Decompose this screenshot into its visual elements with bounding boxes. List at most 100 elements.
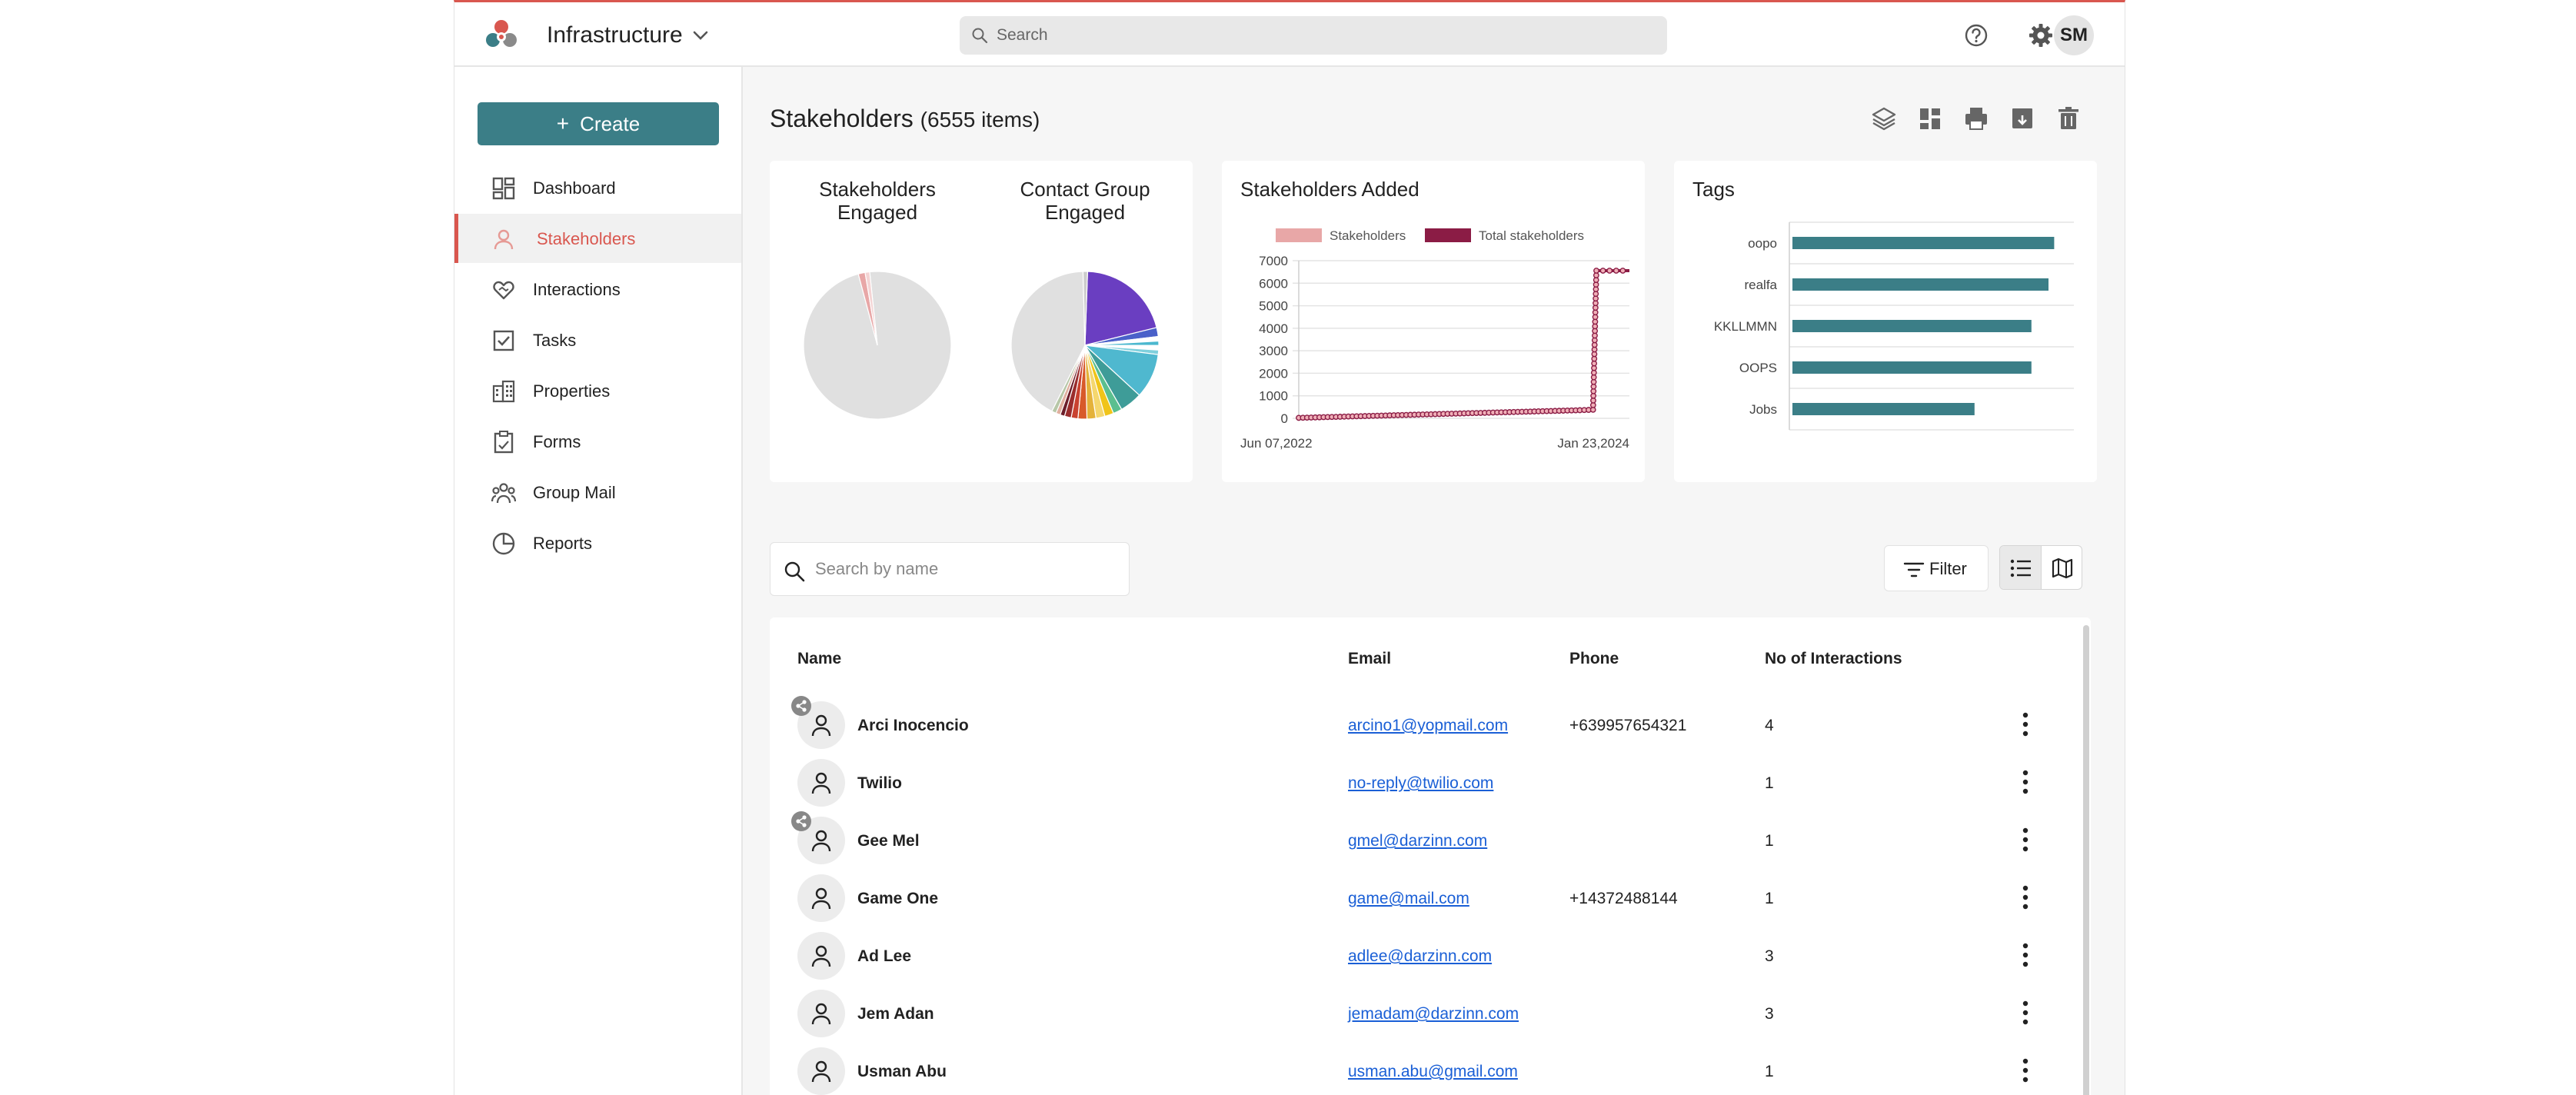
stakeholder-name[interactable]: Gee Mel [857, 832, 920, 850]
interaction-count: 1 [1765, 832, 1774, 850]
column-header-phone[interactable]: Phone [1569, 650, 1619, 667]
stakeholders-added-chart[interactable]: Stakeholders Total stakeholders 0 1000 2000 3… [1222, 222, 1645, 476]
sidebar: + Create Dashboard Stakeholders Interacti… [454, 67, 743, 1095]
stakeholder-email[interactable]: arcino1@yopmail.com [1348, 717, 1509, 734]
trash-icon[interactable] [2055, 105, 2082, 131]
sidebar-item-group-mail[interactable]: Group Mail [454, 468, 741, 517]
more-vert-icon[interactable] [2020, 827, 2031, 853]
more-vert-icon[interactable] [2020, 884, 2031, 910]
table-row[interactable]: Usman Abu usman.abu@gmail.com 1 [770, 1042, 2077, 1095]
column-header-email[interactable]: Email [1348, 650, 1392, 667]
stakeholder-name[interactable]: Jem Adan [857, 1005, 934, 1023]
more-vert-icon[interactable] [2020, 1057, 2031, 1083]
stakeholder-avatar[interactable] [797, 990, 845, 1037]
bar[interactable] [1792, 320, 2032, 332]
tags-chart[interactable]: oopo realfa KKLLMMN OOPS Jobs [1674, 207, 2097, 468]
table-row[interactable]: Twilio no-reply@twilio.com 1 [770, 754, 2077, 811]
grid-view-icon[interactable] [1917, 105, 1943, 131]
series-point[interactable] [1606, 268, 1613, 274]
stakeholder-email[interactable]: usman.abu@gmail.com [1348, 1063, 1518, 1080]
sidebar-item-label: Interactions [533, 280, 621, 299]
bar[interactable] [1792, 237, 2055, 249]
bar[interactable] [1792, 361, 2032, 374]
global-search-input[interactable] [997, 16, 1658, 55]
sidebar-item-interactions[interactable]: Interactions [454, 265, 741, 314]
archive-download-icon[interactable] [2009, 105, 2035, 131]
category-label: oopo [1748, 236, 1777, 251]
stakeholder-email[interactable]: adlee@darzinn.com [1348, 947, 1493, 965]
app-logo[interactable] [481, 15, 522, 56]
global-search[interactable] [960, 16, 1667, 55]
series-point[interactable] [1619, 268, 1626, 274]
sidebar-item-forms[interactable]: Forms [454, 417, 741, 466]
legend-swatch[interactable] [1425, 228, 1471, 242]
column-header-interactions[interactable]: No of Interactions [1765, 650, 1902, 667]
pie-slice[interactable] [864, 271, 878, 346]
sidebar-item-label: Dashboard [533, 178, 616, 198]
search-icon [972, 28, 988, 44]
contact-group-engaged-pie[interactable] [1008, 268, 1162, 422]
stakeholder-avatar[interactable] [797, 1047, 845, 1095]
table-row[interactable]: Jem Adan jemadam@darzinn.com 3 [770, 984, 2077, 1042]
more-vert-icon[interactable] [2020, 711, 2031, 737]
stakeholder-name[interactable]: Twilio [857, 774, 902, 792]
person-icon [811, 830, 831, 852]
name-search[interactable] [770, 542, 1130, 596]
pie-slice[interactable] [1082, 271, 1088, 346]
print-icon[interactable] [1963, 105, 1989, 131]
table-row[interactable]: Arci Inocencio arcino1@yopmail.com +639957… [770, 696, 2077, 754]
stakeholder-email[interactable]: no-reply@twilio.com [1348, 774, 1494, 792]
stakeholder-name[interactable]: Usman Abu [857, 1063, 947, 1080]
app-title[interactable]: Infrastructure [547, 22, 683, 48]
sidebar-item-reports[interactable]: Reports [454, 518, 741, 567]
y-tick-label: 4000 [1259, 321, 1288, 336]
sidebar-item-properties[interactable]: Properties [454, 366, 741, 415]
table-row[interactable]: Game One game@mail.com +14372488144 1 [770, 869, 2077, 927]
stakeholder-name[interactable]: Arci Inocencio [857, 717, 969, 734]
series-point[interactable] [1593, 268, 1599, 274]
list-view-button[interactable] [2000, 546, 2042, 589]
stakeholder-email[interactable]: game@mail.com [1348, 890, 1469, 907]
pie-slice[interactable] [1084, 271, 1157, 346]
stakeholder-avatar[interactable] [797, 874, 845, 922]
stakeholder-email[interactable]: gmel@darzinn.com [1348, 832, 1488, 850]
legend-swatch[interactable] [1276, 228, 1322, 242]
series-point[interactable] [1599, 268, 1606, 274]
stakeholder-name[interactable]: Ad Lee [857, 947, 912, 965]
stakeholder-avatar[interactable] [797, 932, 845, 980]
stakeholder-name[interactable]: Game One [857, 890, 939, 907]
more-vert-icon[interactable] [2020, 942, 2031, 968]
interaction-count: 1 [1765, 774, 1774, 792]
more-vert-icon[interactable] [2020, 769, 2031, 795]
column-header-name[interactable]: Name [797, 650, 842, 667]
create-button[interactable]: + Create [478, 102, 719, 145]
bar[interactable] [1792, 403, 1975, 415]
bar[interactable] [1792, 278, 2048, 291]
y-tick-label: 3000 [1259, 344, 1288, 358]
stakeholder-avatar[interactable] [797, 759, 845, 807]
name-search-input[interactable] [815, 543, 1123, 595]
help-icon[interactable] [1963, 22, 1989, 48]
map-view-button[interactable] [2042, 546, 2082, 589]
table-scrollbar[interactable] [2083, 625, 2089, 1095]
table-row[interactable]: Gee Mel gmel@darzinn.com 1 [770, 811, 2077, 869]
gear-icon[interactable] [2028, 22, 2054, 48]
filter-button[interactable]: Filter [1884, 545, 1989, 591]
series-point[interactable] [1612, 268, 1619, 274]
legend-label[interactable]: Stakeholders [1330, 228, 1406, 243]
legend-label[interactable]: Total stakeholders [1479, 228, 1584, 243]
sidebar-item-label: Forms [533, 432, 581, 451]
pie-slice[interactable] [1010, 271, 1086, 412]
more-vert-icon[interactable] [2020, 1000, 2031, 1026]
sidebar-item-label: Properties [533, 381, 611, 401]
chevron-down-icon[interactable] [689, 24, 712, 47]
sidebar-item-dashboard[interactable]: Dashboard [454, 163, 741, 212]
stakeholder-email[interactable]: jemadam@darzinn.com [1348, 1005, 1519, 1023]
stakeholders-engaged-pie[interactable] [800, 268, 954, 422]
user-avatar[interactable]: SM [2054, 15, 2094, 55]
sidebar-item-stakeholders[interactable]: Stakeholders [454, 214, 741, 263]
layers-icon[interactable] [1871, 105, 1897, 131]
share-icon [796, 815, 807, 827]
sidebar-item-tasks[interactable]: Tasks [454, 315, 741, 364]
table-row[interactable]: Ad Lee adlee@darzinn.com 3 [770, 927, 2077, 984]
